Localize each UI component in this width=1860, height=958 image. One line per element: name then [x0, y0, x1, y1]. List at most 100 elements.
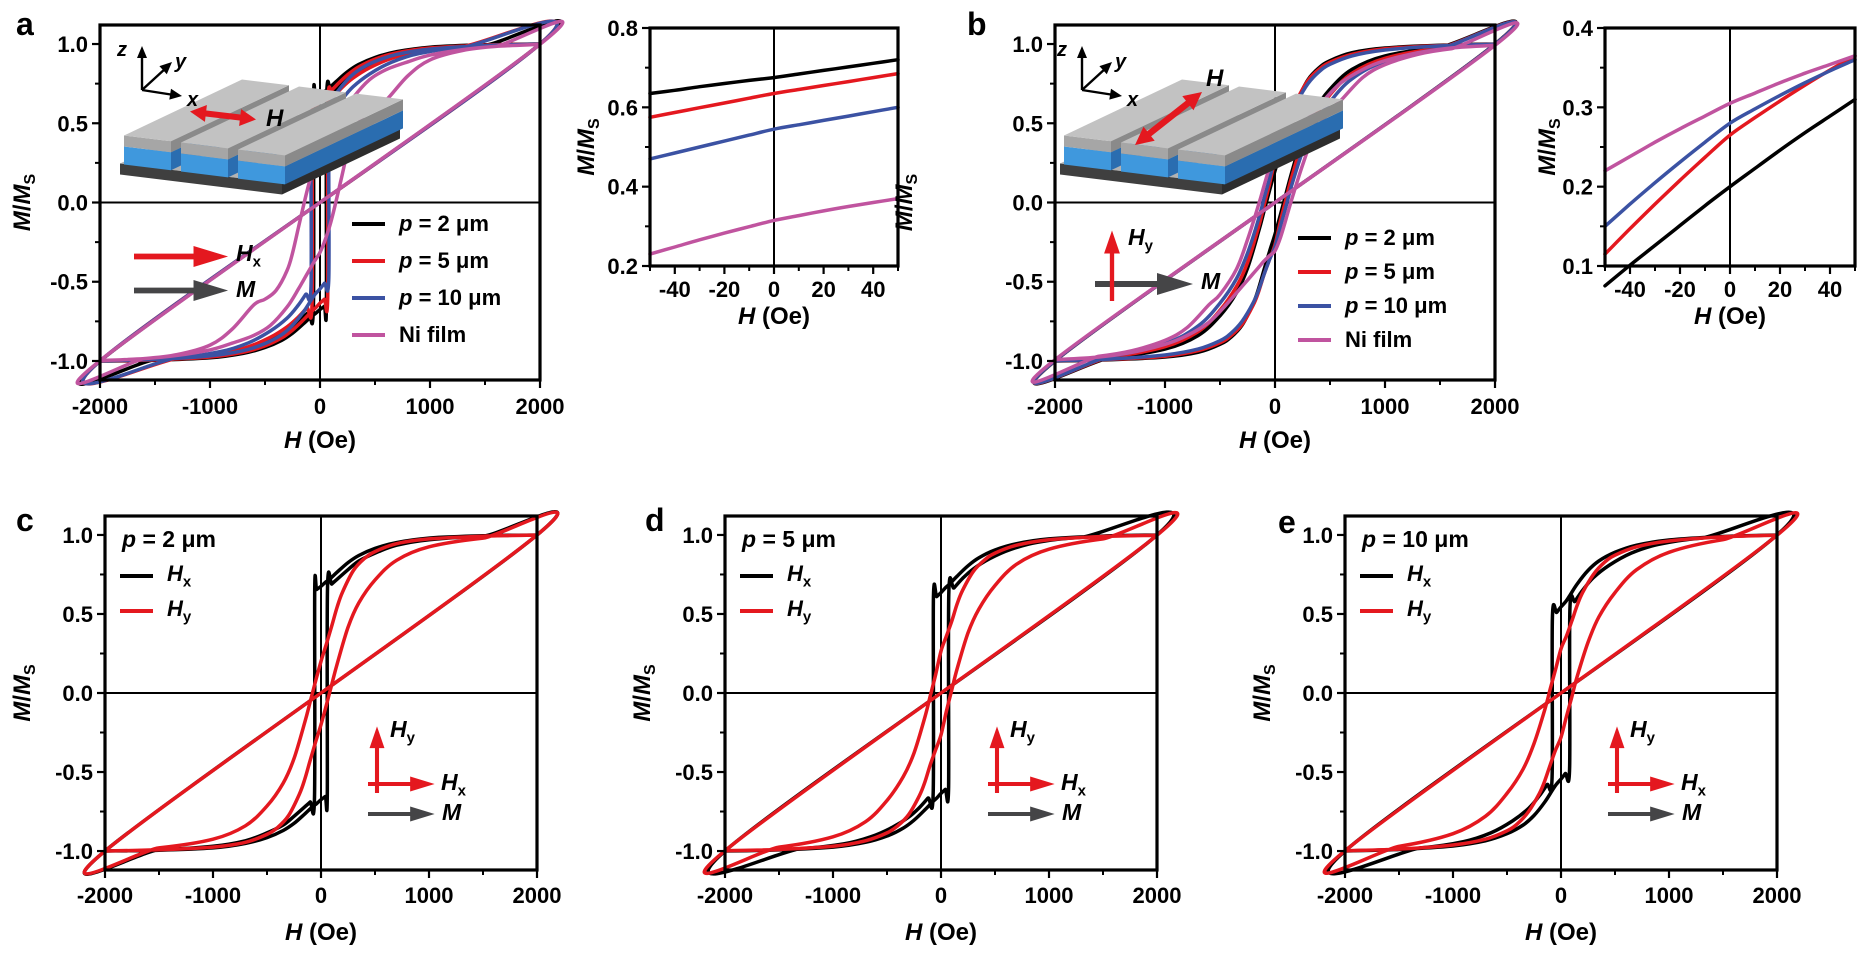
svg-text:-2000: -2000	[697, 883, 753, 908]
hy-arrow-label: Hy	[1630, 716, 1655, 747]
axis-y-label: y	[174, 51, 187, 73]
svg-text:40: 40	[1818, 277, 1842, 302]
hx-axis-arrow	[988, 776, 1055, 792]
legend-item: p = 10 μm	[1298, 293, 1447, 318]
svg-text:1000: 1000	[406, 394, 455, 419]
svg-text:-2000: -2000	[77, 883, 133, 908]
legend-e: Hx Hy	[1360, 561, 1431, 634]
svg-text:-1.0: -1.0	[55, 839, 93, 864]
svg-text:M/MS: M/MS	[9, 174, 39, 232]
panel-b: b -2000 -1000 0 1000 2000 -1.0 -0.5 0.0 0.5 1.0 H …	[870, 0, 1520, 478]
svg-text:-20: -20	[709, 277, 741, 302]
svg-text:-40: -40	[659, 277, 691, 302]
svg-text:0.4: 0.4	[1562, 16, 1593, 41]
svg-text:M/MS: M/MS	[573, 118, 603, 176]
svg-text:2000: 2000	[1471, 394, 1520, 419]
svg-text:-1.0: -1.0	[1295, 839, 1333, 864]
legend-swatch	[1360, 573, 1393, 579]
svg-text:M/MS: M/MS	[1534, 118, 1564, 176]
svg-text:1.0: 1.0	[57, 32, 88, 57]
hy-direction-arrow	[1104, 230, 1120, 301]
legend-item: p = 5 μm	[1298, 259, 1447, 284]
svg-text:H (Oe): H (Oe)	[1239, 427, 1311, 454]
legend-swatch	[740, 573, 773, 579]
pitch-annotation: p = 5 μm	[742, 526, 836, 552]
svg-text:-1000: -1000	[182, 394, 238, 419]
svg-text:0: 0	[768, 277, 780, 302]
hx-direction-arrow	[134, 245, 229, 268]
legend-item: p = 10 μm	[352, 285, 501, 310]
panel-a-zoom: -40 -20 0 20 40 0.2 0.4 0.6 0.8 H (Oe) M/MS	[560, 0, 905, 365]
legend-swatch	[1360, 608, 1393, 614]
hy-arrow-label: Hy	[390, 716, 415, 747]
stripe-chip-3d	[1060, 79, 1343, 195]
magnetization-arrow	[134, 279, 229, 302]
legend-swatch	[740, 608, 773, 614]
svg-text:-2000: -2000	[72, 394, 128, 419]
svg-text:0.5: 0.5	[1012, 111, 1043, 136]
svg-text:-1000: -1000	[805, 883, 861, 908]
legend-item: Ni film	[352, 322, 501, 347]
svg-text:-0.5: -0.5	[675, 760, 713, 785]
legend-d: Hx Hy	[740, 561, 811, 634]
svg-text:1000: 1000	[1025, 883, 1074, 908]
field-double-arrow-y	[1135, 92, 1202, 145]
svg-text:-0.5: -0.5	[50, 270, 88, 295]
legend-item: p = 2 μm	[352, 211, 501, 236]
svg-text:1000: 1000	[405, 883, 454, 908]
panel-d: d -2000 -1000 0 1000 2000 -1.0 -0.5 0.0 0.5 1.0 H …	[620, 492, 1240, 958]
svg-text:H (Oe): H (Oe)	[738, 303, 810, 330]
chart-d-p5-loops: -2000 -1000 0 1000 2000 -1.0 -0.5 0.0 0.5 1.0 H (O…	[620, 492, 1240, 958]
axis-x-label: x	[1126, 89, 1139, 111]
svg-text:-1.0: -1.0	[50, 349, 88, 374]
magnetization-arrow	[368, 806, 435, 822]
svg-text:0.5: 0.5	[57, 111, 88, 136]
svg-text:0.8: 0.8	[607, 16, 638, 41]
field-double-arrow-x	[190, 105, 256, 126]
panel-letter-d: d	[645, 502, 665, 538]
panel-b-zoom: -40 -20 0 20 40 0.1 0.2 0.3 0.4 H (Oe) M/MS	[1515, 0, 1860, 365]
svg-text:0.5: 0.5	[1302, 602, 1333, 627]
legend-swatch	[352, 258, 385, 264]
svg-text:H (Oe): H (Oe)	[284, 427, 356, 454]
chart-c-p2-loops: -2000 -1000 0 1000 2000 -1.0 -0.5 0.0 0.5 1.0 H (O…	[0, 492, 620, 958]
hy-axis-arrow	[989, 726, 1005, 793]
schematic-stripe-array-hx: z y x H	[116, 39, 403, 195]
hy-arrow-label: Hy	[1010, 716, 1035, 747]
svg-text:0.2: 0.2	[607, 254, 638, 279]
hx-arrow-label: Hx	[441, 769, 466, 800]
chart-e-p10-loops: -2000 -1000 0 1000 2000 -1.0 -0.5 0.0 0.5 1.0 H (O…	[1240, 492, 1860, 958]
svg-text:0: 0	[315, 883, 327, 908]
svg-text:H (Oe): H (Oe)	[285, 919, 357, 946]
svg-text:1000: 1000	[1645, 883, 1694, 908]
svg-text:1.0: 1.0	[62, 523, 93, 548]
magnetization-arrow	[1608, 806, 1675, 822]
legend-item: Hy	[120, 596, 191, 626]
svg-text:-2000: -2000	[1317, 883, 1373, 908]
magnetization-label: M	[1062, 799, 1082, 825]
legend-swatch	[1298, 235, 1331, 241]
svg-text:-0.5: -0.5	[1295, 760, 1333, 785]
axes-triad	[1077, 46, 1122, 100]
svg-text:-1.0: -1.0	[675, 839, 713, 864]
svg-text:M/MS: M/MS	[891, 174, 921, 232]
svg-text:1000: 1000	[1361, 394, 1410, 419]
svg-text:0.0: 0.0	[57, 191, 88, 216]
svg-text:20: 20	[811, 277, 835, 302]
svg-text:-0.5: -0.5	[55, 760, 93, 785]
schematic-stripe-array-hy: z y x H	[1056, 39, 1343, 195]
legend-item: Hx	[120, 561, 191, 591]
svg-text:-1.0: -1.0	[1005, 349, 1043, 374]
legend-item: Hy	[740, 596, 811, 626]
magnetization-arrow	[1095, 273, 1193, 295]
legend-swatch	[352, 332, 385, 338]
legend-swatch	[1298, 269, 1331, 275]
panel-a: a -2000 -1000 0 1000 2000 -1.0 -0.5 0.0 0.5 1.0 H …	[0, 0, 660, 478]
field-h-label: H	[1206, 65, 1224, 92]
svg-text:0.0: 0.0	[62, 681, 93, 706]
legend-swatch	[352, 295, 385, 301]
magnetization-label: M	[1201, 268, 1221, 294]
legend-item: Hx	[1360, 561, 1431, 591]
legend-b: p = 2 μm p = 5 μm p = 10 μm Ni film	[1298, 225, 1447, 362]
